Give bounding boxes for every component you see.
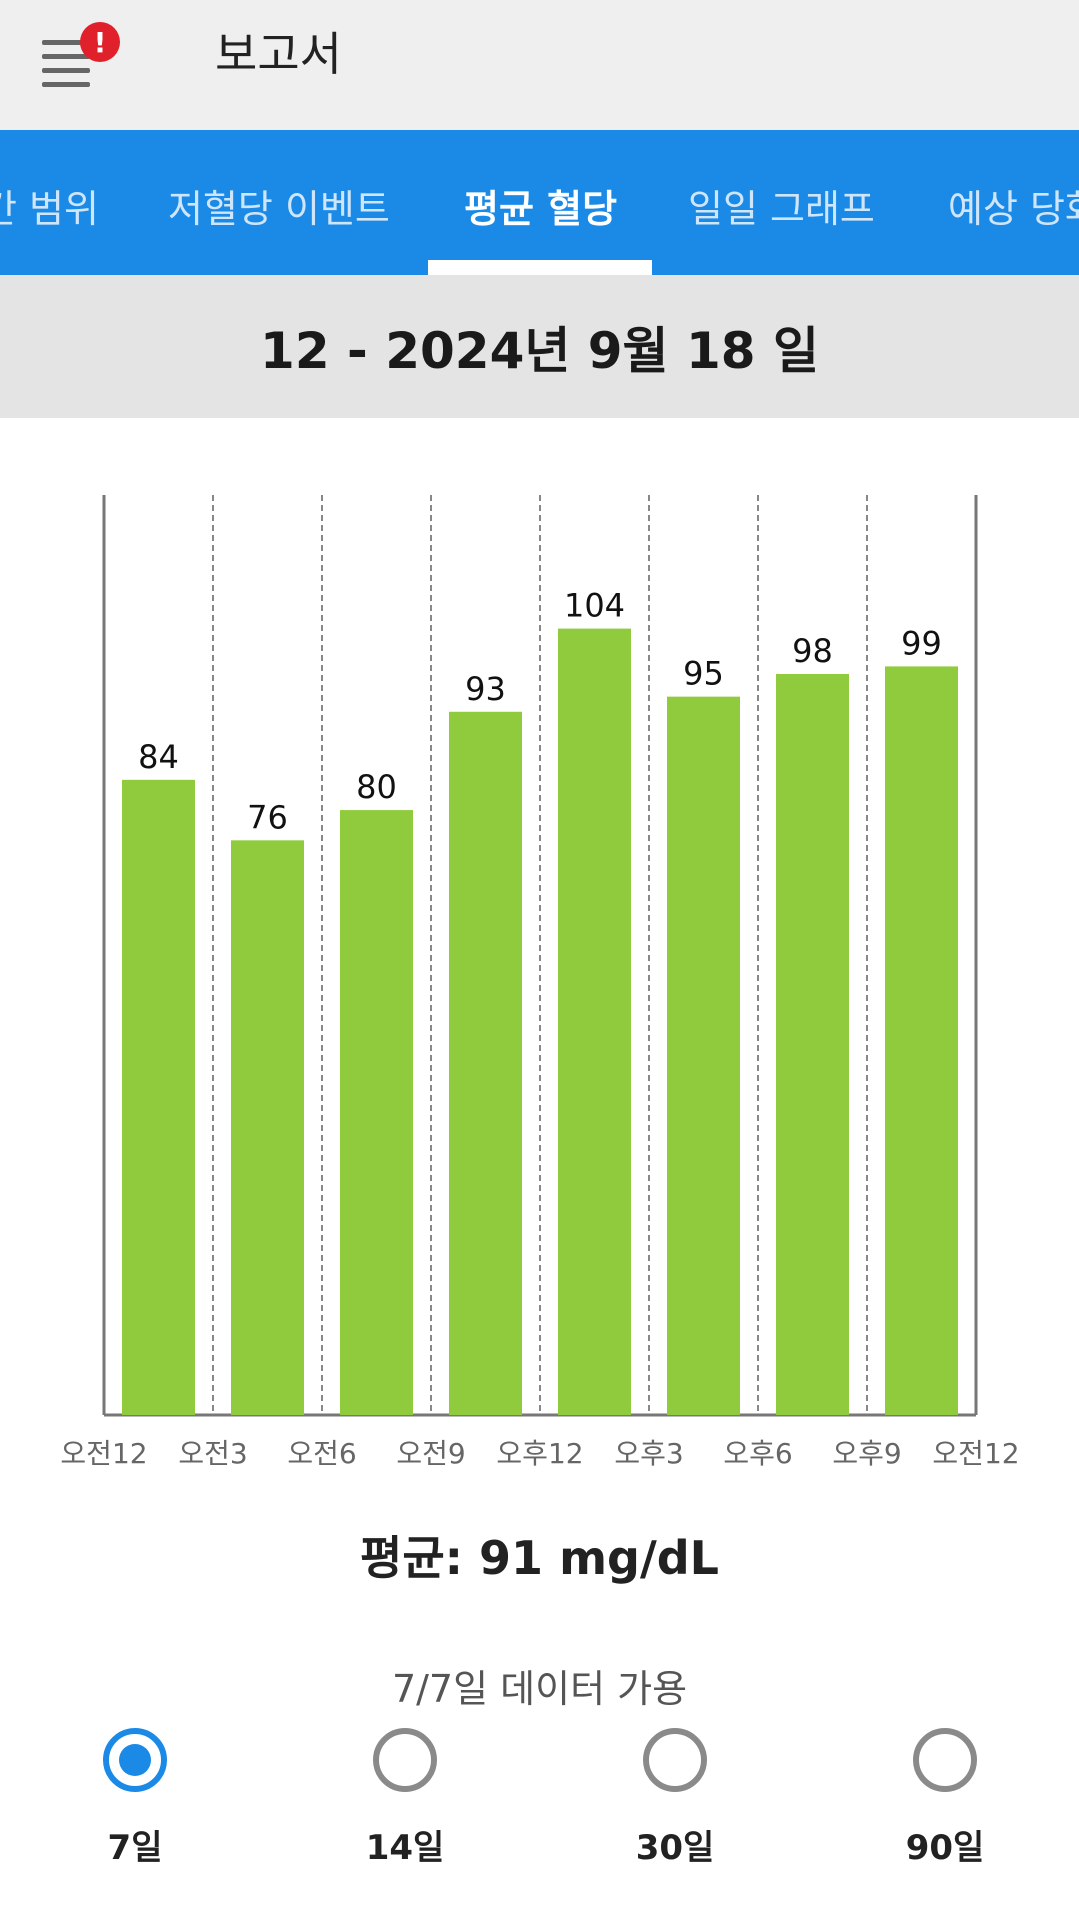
average-glucose-value: 평균: 91 mg/dL [360,1531,719,1585]
period-option-30d[interactable]: 30일 [615,1728,735,1869]
bar [122,779,195,1415]
radio-selected-icon[interactable] [103,1728,167,1792]
radio-unselected-icon[interactable] [913,1728,977,1792]
radio-unselected-icon[interactable] [643,1728,707,1792]
report-tab-bar: 간 범위 저혈당 이벤트 평균 혈당 일일 그래프 예상 당화 [0,130,1079,275]
bar-value-label: 80 [356,768,397,806]
date-range-text: 12 - 2024년 9월 18 일 [260,321,819,380]
bar-value-label: 104 [564,587,625,625]
bar [340,810,413,1415]
bar [231,840,304,1415]
bar-value-label: 99 [901,624,942,662]
bar-value-label: 95 [683,655,724,693]
x-tick-label: 오후6 [723,1437,792,1470]
bar [449,711,522,1415]
x-tick-label: 오전6 [287,1437,356,1470]
date-range-header: 12 - 2024년 9월 18 일 [0,275,1079,418]
x-tick-label: 오전12 [60,1437,147,1470]
x-tick-label: 오후12 [496,1437,583,1470]
data-availability: 7/7일 데이터 가용 [391,1667,688,1711]
bar-value-label: 98 [792,632,833,670]
bar-value-label: 84 [138,738,179,776]
tab-daily-graph[interactable]: 일일 그래프 [688,187,875,231]
bar [667,696,740,1415]
period-label: 30일 [635,1828,715,1868]
period-label: 14일 [365,1828,445,1868]
x-tick-label: 오전3 [178,1437,247,1470]
bar [558,628,631,1415]
bar [885,666,958,1415]
tab-average-glucose[interactable]: 평균 혈당 [464,187,618,231]
alert-badge-icon: ! [80,22,120,62]
active-tab-indicator [428,260,652,275]
period-label: 90일 [905,1828,985,1868]
period-label: 7일 [107,1828,163,1868]
chart-bars [122,628,958,1415]
bar [776,673,849,1415]
chart-data-labels: 84 76 80 93 104 95 98 99 [138,587,942,837]
tab-time-in-range[interactable]: 간 범위 [0,187,99,231]
x-tick-label: 오후9 [832,1437,901,1470]
app-bar: ! 보고서 [0,0,1079,130]
period-option-90d[interactable]: 90일 [885,1728,1005,1869]
x-tick-label: 오전9 [396,1437,465,1470]
tab-hypo-events[interactable]: 저혈당 이벤트 [168,187,390,231]
period-option-14d[interactable]: 14일 [345,1728,465,1869]
bar-value-label: 76 [247,798,288,836]
bar-value-label: 93 [465,670,506,708]
x-tick-label: 오전12 [932,1437,1019,1470]
menu-button[interactable]: ! [40,22,130,92]
tab-estimated-a1c[interactable]: 예상 당화 [948,187,1079,231]
page-title: 보고서 [215,27,342,81]
period-option-7d[interactable]: 7일 [75,1728,195,1869]
radio-unselected-icon[interactable] [373,1728,437,1792]
average-glucose-chart: 84 76 80 93 104 95 98 99 오전12 오전3 오전6 오전9 오후12 오후3 오후… [60,495,1020,1470]
chart-x-ticks: 오전12 오전3 오전6 오전9 오후12 오후3 오후6 오후9 오전12 [60,1437,1019,1470]
x-tick-label: 오후3 [614,1437,683,1470]
